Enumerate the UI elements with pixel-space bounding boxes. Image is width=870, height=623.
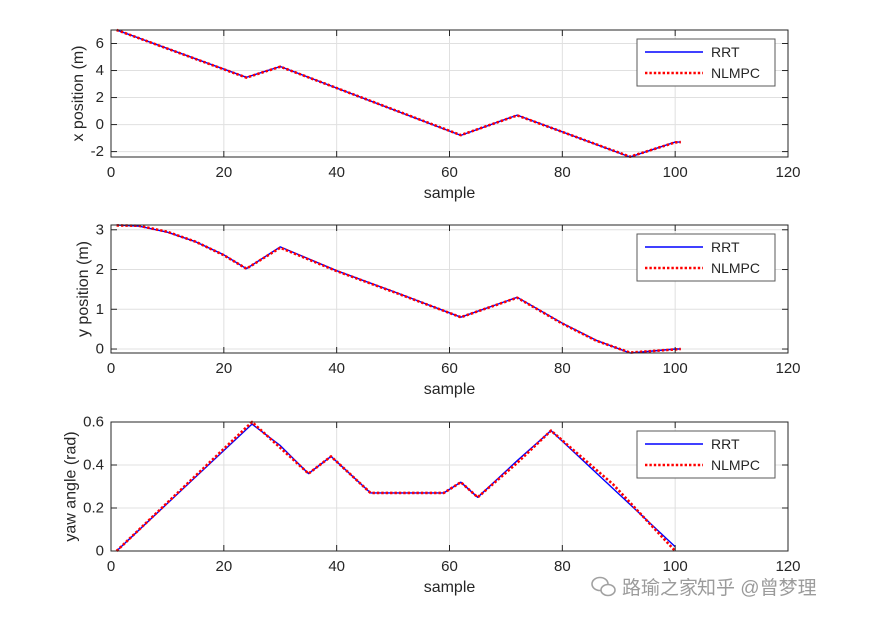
x-tick-label: 80 — [554, 558, 571, 575]
y-tick-label: 0.2 — [83, 500, 104, 517]
legend-label-rrt: RRT — [711, 44, 740, 60]
x-tick-label: 80 — [554, 360, 571, 377]
y-tick-label: 2 — [96, 261, 104, 278]
x-tick-label: 120 — [775, 360, 800, 377]
y-tick-label: 0 — [96, 116, 104, 133]
legend-label-nlmpc: NLMPC — [711, 65, 760, 81]
subplot-2: 0 20 40 60 80 100 120 0 1 2 3 sample y position (m) R… — [75, 221, 800, 398]
x-tick-label: 20 — [215, 360, 232, 377]
x-axis-label: sample — [424, 579, 476, 596]
x-tick-label: 100 — [663, 164, 688, 181]
y-axis-label: y position (m) — [75, 241, 92, 337]
x-tick-label: 60 — [441, 558, 458, 575]
y-tick-label: 6 — [96, 35, 104, 52]
x-tick-label: 120 — [775, 558, 800, 575]
x-tick-label: 80 — [554, 164, 571, 181]
x-tick-label: 20 — [215, 164, 232, 181]
legend: RRT NLMPC — [636, 38, 776, 87]
subplot-3: 0 20 40 60 80 100 120 0 0.2 0.4 0.6 sample yaw angle… — [63, 414, 801, 597]
y-axis-label: yaw angle (rad) — [63, 431, 80, 541]
x-tick-label: 0 — [107, 360, 115, 377]
legend-label-nlmpc: NLMPC — [711, 260, 760, 276]
legend: RRT NLMPC — [636, 233, 776, 282]
wechat-icon — [591, 576, 616, 597]
x-tick-label: 100 — [663, 360, 688, 377]
x-tick-label: 0 — [107, 558, 115, 575]
x-tick-label: 120 — [775, 164, 800, 181]
legend-box — [636, 38, 776, 87]
y-tick-label: 0 — [96, 543, 104, 560]
y-axis-label: x position (m) — [70, 45, 87, 141]
watermark-text-primary: 路瑜之家 — [622, 577, 698, 599]
y-tick-label: 1 — [96, 301, 104, 318]
y-tick-label: 0 — [96, 341, 104, 358]
y-tick-label: 2 — [96, 89, 104, 106]
x-tick-label: 100 — [663, 558, 688, 575]
y-tick-label: 0.4 — [83, 457, 104, 474]
legend-box — [636, 233, 776, 282]
legend-label-rrt: RRT — [711, 239, 740, 255]
watermark: 路瑜之家 知乎 @曾梦理 — [591, 576, 817, 599]
y-tick-label: -2 — [91, 143, 104, 160]
legend: RRT NLMPC — [636, 430, 776, 479]
legend-label-nlmpc: NLMPC — [711, 457, 760, 473]
y-tick-label: 3 — [96, 221, 104, 238]
y-tick-label: 4 — [96, 62, 104, 79]
x-tick-label: 60 — [441, 360, 458, 377]
series-line-nlmpc — [116, 28, 681, 158]
series-line-nlmpc — [115, 420, 677, 552]
watermark-text-secondary: 知乎 @曾梦理 — [697, 577, 817, 599]
x-tick-label: 40 — [328, 164, 345, 181]
legend-box — [636, 430, 776, 479]
x-tick-label: 40 — [328, 558, 345, 575]
x-tick-label: 40 — [328, 360, 345, 377]
x-tick-label: 20 — [215, 558, 232, 575]
y-tick-label: 0.6 — [83, 414, 104, 431]
x-axis-label: sample — [424, 381, 476, 398]
legend-label-rrt: RRT — [711, 436, 740, 452]
x-tick-label: 0 — [107, 164, 115, 181]
x-tick-label: 60 — [441, 164, 458, 181]
series-line-nlmpc — [116, 224, 681, 354]
x-axis-label: sample — [424, 185, 476, 202]
